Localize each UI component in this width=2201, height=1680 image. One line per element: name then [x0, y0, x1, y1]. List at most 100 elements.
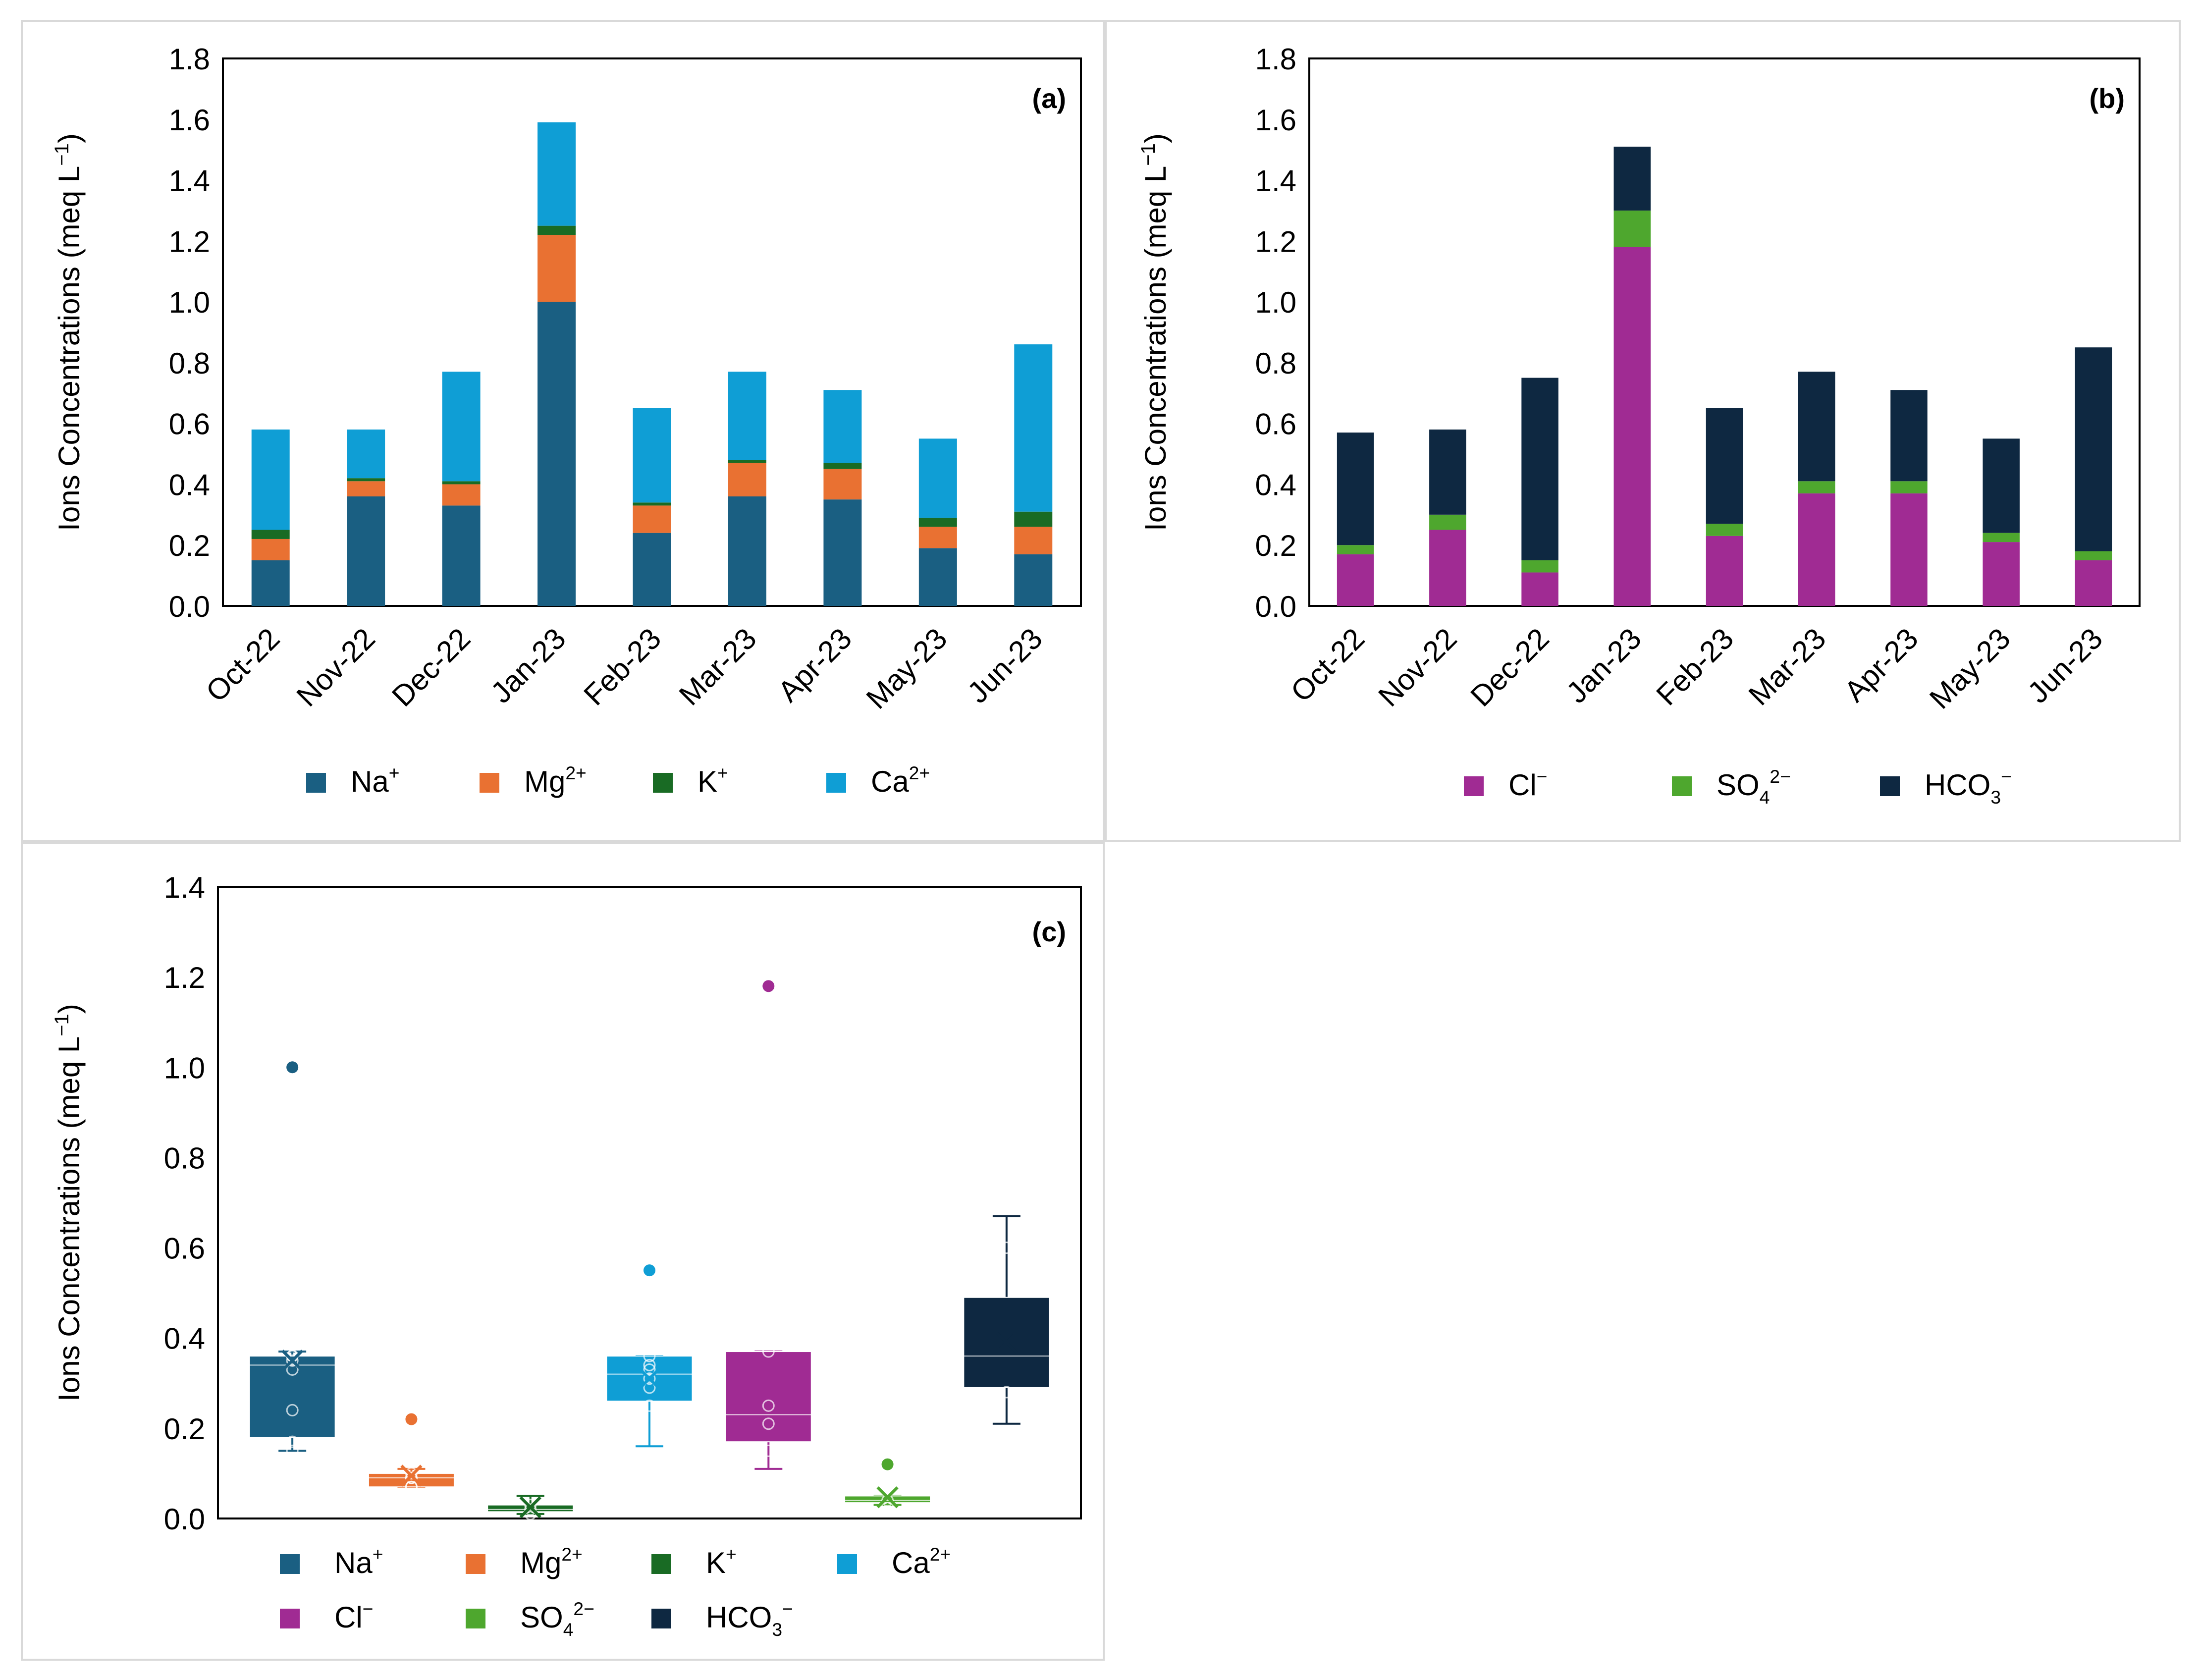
- data-point: [643, 1358, 656, 1371]
- y-tick-label: 1.6: [169, 104, 210, 137]
- bar-segment: [1983, 533, 2020, 542]
- bar-segment: [442, 372, 481, 482]
- legend-swatch: [306, 773, 326, 793]
- x-tick-label: May-23: [860, 622, 954, 715]
- bar-segment: [823, 469, 862, 500]
- bar-segment: [633, 408, 671, 503]
- legend-swatch: [826, 773, 846, 793]
- bar-segment: [1429, 530, 1466, 606]
- x-tick-label: Oct-22: [200, 622, 286, 708]
- bar-segment: [2075, 551, 2112, 560]
- bar-segment: [823, 463, 862, 469]
- box-hco: [963, 1215, 1050, 1425]
- x-tick-label: Apr-23: [1838, 622, 1925, 708]
- data-point: [405, 1480, 418, 1493]
- bar-segment: [1521, 560, 1558, 573]
- box-k: [487, 1495, 574, 1520]
- chart-panel-c: [21, 842, 1105, 1661]
- x-tick-label: Mar-23: [1742, 622, 1832, 712]
- legend-label: SO42−: [1717, 766, 1791, 808]
- data-point: [286, 1354, 299, 1367]
- panel-label: (c): [1032, 916, 1066, 947]
- bar-segment: [1613, 210, 1651, 247]
- box-body: [249, 1355, 336, 1438]
- mean-marker: [281, 1350, 304, 1372]
- data-point: [524, 1503, 537, 1516]
- legend-swatch: [280, 1554, 300, 1574]
- y-tick-label: 1.8: [1255, 43, 1296, 76]
- x-tick-label: Oct-22: [1285, 622, 1371, 708]
- bar-segment: [1983, 542, 2020, 606]
- y-tick-label: 0.2: [1255, 529, 1296, 562]
- y-tick-label: 0.8: [1255, 347, 1296, 380]
- bar-segment: [1706, 524, 1743, 536]
- y-axis-title: Ions Concentrations (meq L−1): [51, 1004, 86, 1402]
- x-tick-label: Feb-23: [1650, 622, 1740, 712]
- y-tick-label: 0.4: [164, 1322, 205, 1355]
- bar-segment: [347, 429, 385, 479]
- bar-segment: [728, 460, 766, 463]
- y-tick-label: 0.6: [164, 1232, 205, 1265]
- y-tick-label: 1.2: [164, 961, 205, 994]
- y-tick-label: 1.0: [169, 286, 210, 319]
- mean-marker: [995, 1331, 1018, 1354]
- y-tick-label: 0.0: [169, 590, 210, 623]
- data-point: [881, 1494, 894, 1507]
- data-point: [286, 1444, 299, 1457]
- legend-swatch: [653, 773, 673, 793]
- box-cl: [725, 980, 812, 1470]
- data-point: [643, 1350, 656, 1362]
- legend-swatch: [1464, 776, 1484, 796]
- bar-segment: [347, 478, 385, 482]
- bar-segment: [442, 484, 481, 506]
- legend-swatch: [651, 1609, 671, 1628]
- y-tick-label: 0.2: [164, 1412, 205, 1446]
- bar-segment: [1429, 429, 1466, 515]
- bar-segment: [633, 502, 671, 506]
- y-tick-label: 0.0: [164, 1503, 205, 1536]
- legend-swatch: [1672, 776, 1692, 796]
- data-point: [762, 1399, 775, 1412]
- legend-swatch: [837, 1554, 857, 1574]
- x-tick-label: Jan-23: [484, 622, 572, 709]
- y-tick-label: 0.6: [169, 408, 210, 441]
- bar-segment: [1337, 433, 1374, 545]
- bar-segment: [1798, 493, 1835, 606]
- y-tick-label: 1.6: [1255, 104, 1296, 137]
- bar-segment: [728, 463, 766, 496]
- legend-label: K+: [706, 1544, 737, 1579]
- data-point: [643, 1363, 656, 1376]
- bar-segment: [1337, 545, 1374, 554]
- bar-segment: [823, 390, 862, 463]
- legend-label: Ca2+: [892, 1544, 951, 1579]
- box-ca: [606, 1264, 693, 1448]
- y-axis-title: Ions Concentrations (meq L−1): [1137, 133, 1172, 531]
- legend-swatch: [1880, 776, 1900, 796]
- bar-segment: [347, 481, 385, 496]
- outlier-point: [405, 1413, 418, 1425]
- data-point: [405, 1471, 418, 1484]
- data-point: [643, 1399, 656, 1412]
- chart-b: 0.0 0.2 0.4 0.6 0.8 1.0 1.2 1.4 1.6 1.8 (b) Ions Co…: [1137, 43, 2141, 808]
- y-tick-label: 0.8: [164, 1141, 205, 1175]
- bar-segment: [1014, 511, 1053, 527]
- y-tick-label: 0.0: [1255, 590, 1296, 623]
- outlier-point: [762, 980, 775, 992]
- outlier-point: [644, 1264, 655, 1277]
- data-point: [524, 1499, 537, 1512]
- chart-a: 0.0 0.2 0.4 0.6 0.8 1.0 1.2 1.4 1.6 1.8 (a) Ions Co…: [51, 43, 1082, 798]
- outlier-point: [881, 1458, 894, 1470]
- bar-segment: [442, 481, 481, 485]
- y-tick-label: 1.0: [1255, 286, 1296, 319]
- legend-label: Cl−: [334, 1598, 373, 1634]
- x-tick-label: Jun-23: [2021, 622, 2109, 709]
- chart-c: 0.0 0.2 0.4 0.6 0.8 1.0 1.2 1.4 (c) Ions Concentr…: [51, 871, 1082, 1640]
- y-tick-label: 1.8: [169, 43, 210, 76]
- bar-segment: [537, 235, 576, 302]
- legend-swatch: [466, 1609, 485, 1628]
- y-tick-label: 1.4: [169, 164, 210, 198]
- legend-swatch: [480, 773, 499, 793]
- bar-segment: [1706, 408, 1743, 524]
- legend-swatch: [466, 1554, 485, 1574]
- data-point: [1000, 1386, 1013, 1399]
